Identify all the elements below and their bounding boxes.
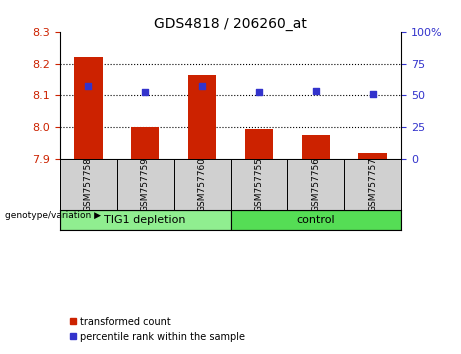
Point xyxy=(85,83,92,89)
Bar xyxy=(131,127,160,159)
Bar xyxy=(74,57,102,159)
Legend: transformed count, percentile rank within the sample: transformed count, percentile rank withi… xyxy=(65,313,249,346)
Text: GSM757757: GSM757757 xyxy=(368,157,377,212)
Bar xyxy=(344,159,401,210)
Point xyxy=(198,83,206,89)
Point xyxy=(142,90,149,95)
Bar xyxy=(358,153,387,159)
Bar xyxy=(188,75,216,159)
Point xyxy=(255,90,263,95)
Text: GSM757759: GSM757759 xyxy=(141,157,150,212)
Text: GSM757760: GSM757760 xyxy=(198,157,207,212)
Bar xyxy=(174,159,230,210)
Bar xyxy=(117,159,174,210)
Text: GSM757756: GSM757756 xyxy=(311,157,320,212)
Bar xyxy=(287,159,344,210)
Bar xyxy=(60,159,117,210)
Bar xyxy=(60,210,230,230)
Point xyxy=(369,91,376,97)
Text: control: control xyxy=(296,215,335,225)
Text: genotype/variation ▶: genotype/variation ▶ xyxy=(5,211,100,221)
Bar xyxy=(301,135,330,159)
Text: GSM757758: GSM757758 xyxy=(84,157,93,212)
Title: GDS4818 / 206260_at: GDS4818 / 206260_at xyxy=(154,17,307,31)
Bar xyxy=(230,210,401,230)
Point xyxy=(312,88,319,93)
Text: TIG1 depletion: TIG1 depletion xyxy=(105,215,186,225)
Bar xyxy=(245,129,273,159)
Bar xyxy=(230,159,287,210)
Text: GSM757755: GSM757755 xyxy=(254,157,263,212)
